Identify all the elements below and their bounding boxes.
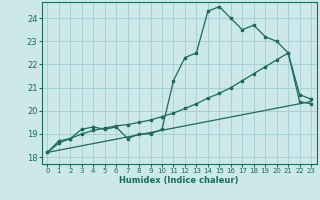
X-axis label: Humidex (Indice chaleur): Humidex (Indice chaleur)	[119, 176, 239, 185]
